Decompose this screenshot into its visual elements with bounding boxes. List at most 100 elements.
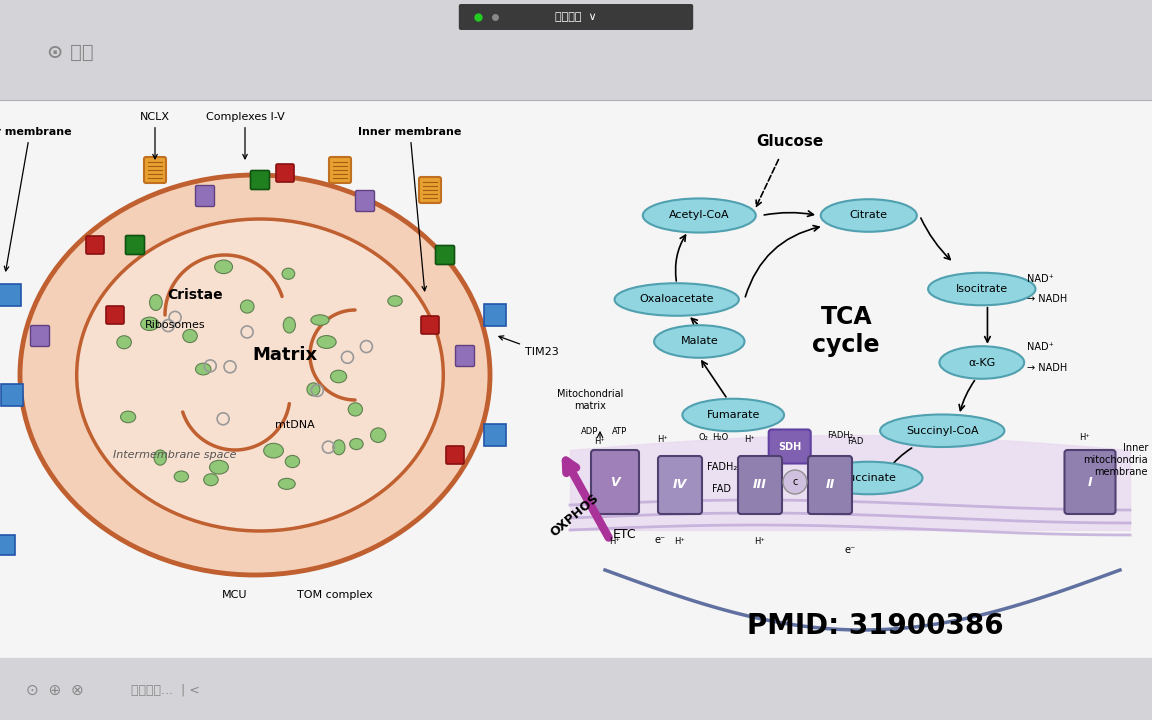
Text: ⊙ 千聊: ⊙ 千聊: [47, 42, 93, 61]
Text: Glucose: Glucose: [756, 135, 824, 150]
Ellipse shape: [306, 383, 320, 396]
Text: H⁺: H⁺: [755, 538, 765, 546]
Ellipse shape: [929, 273, 1036, 305]
Ellipse shape: [939, 346, 1024, 379]
Ellipse shape: [348, 402, 363, 416]
Ellipse shape: [643, 199, 756, 233]
Text: III: III: [753, 479, 767, 492]
Ellipse shape: [333, 440, 344, 455]
Bar: [0, 100, 1152, 660]
Ellipse shape: [388, 296, 402, 306]
Text: OXPHOS: OXPHOS: [548, 491, 601, 539]
Bar: [0, 0, 1152, 100]
Text: H⁺: H⁺: [744, 436, 756, 444]
Circle shape: [783, 470, 808, 494]
Text: ETC: ETC: [613, 528, 637, 541]
Text: H₂O: H₂O: [712, 433, 728, 443]
Text: Cristae: Cristae: [167, 288, 222, 302]
Ellipse shape: [196, 363, 211, 375]
FancyBboxPatch shape: [455, 346, 475, 366]
Text: H⁺: H⁺: [609, 538, 621, 546]
Text: TCA
cycle: TCA cycle: [812, 305, 880, 357]
Ellipse shape: [654, 325, 744, 358]
Text: Matrix: Matrix: [252, 346, 318, 364]
Ellipse shape: [150, 294, 162, 310]
FancyBboxPatch shape: [435, 246, 455, 264]
Text: Malate: Malate: [681, 336, 718, 346]
Text: er membrane: er membrane: [0, 127, 71, 271]
FancyBboxPatch shape: [591, 450, 639, 514]
Text: NCLX: NCLX: [141, 112, 170, 159]
FancyBboxPatch shape: [30, 325, 50, 346]
Text: PMID: 31900386: PMID: 31900386: [748, 613, 1003, 640]
Ellipse shape: [371, 428, 386, 442]
FancyBboxPatch shape: [420, 316, 439, 334]
Text: H⁺: H⁺: [1079, 433, 1091, 443]
Text: SDH: SDH: [778, 441, 802, 451]
Text: → NADH: → NADH: [1026, 294, 1067, 305]
Ellipse shape: [121, 411, 136, 423]
Text: Inner
mitochondria
membrane: Inner mitochondria membrane: [1083, 444, 1149, 477]
Text: 腾讯会议  ∨: 腾讯会议 ∨: [555, 12, 597, 22]
FancyBboxPatch shape: [808, 456, 852, 514]
Text: Ribosomes: Ribosomes: [145, 320, 205, 330]
Ellipse shape: [214, 260, 233, 274]
FancyBboxPatch shape: [1064, 450, 1115, 514]
FancyBboxPatch shape: [329, 157, 351, 183]
Text: e⁻: e⁻: [654, 535, 666, 545]
FancyBboxPatch shape: [196, 186, 214, 207]
Text: FAD: FAD: [712, 484, 732, 493]
Text: ⊙  ⊕  ⊗: ⊙ ⊕ ⊗: [26, 683, 84, 698]
FancyBboxPatch shape: [458, 4, 694, 30]
Text: Complexes I-V: Complexes I-V: [205, 112, 285, 159]
Text: ATP: ATP: [613, 428, 628, 436]
Text: H⁺: H⁺: [675, 538, 685, 546]
Ellipse shape: [141, 317, 159, 330]
Text: Inner membrane: Inner membrane: [358, 127, 462, 291]
Text: NAD⁺: NAD⁺: [1026, 274, 1054, 284]
FancyBboxPatch shape: [356, 191, 374, 212]
FancyBboxPatch shape: [276, 164, 294, 182]
Text: FAD: FAD: [847, 438, 863, 446]
Text: O₂: O₂: [698, 433, 708, 443]
FancyBboxPatch shape: [446, 446, 464, 464]
FancyBboxPatch shape: [106, 306, 124, 324]
Ellipse shape: [880, 415, 1005, 447]
Ellipse shape: [350, 438, 363, 449]
Text: → NADH: → NADH: [1026, 363, 1067, 373]
Ellipse shape: [241, 300, 255, 313]
Text: e⁻: e⁻: [844, 545, 856, 555]
Ellipse shape: [614, 283, 738, 316]
Bar: [0, 658, 1152, 720]
Text: IV: IV: [673, 479, 687, 492]
Ellipse shape: [154, 450, 167, 465]
Text: Isocitrate: Isocitrate: [956, 284, 1008, 294]
Text: mtDNA: mtDNA: [275, 420, 314, 430]
Text: II: II: [825, 479, 835, 492]
FancyBboxPatch shape: [126, 235, 144, 254]
Text: Succinate: Succinate: [841, 473, 896, 483]
Text: Oxaloacetate: Oxaloacetate: [639, 294, 714, 305]
Text: Acetyl-CoA: Acetyl-CoA: [669, 210, 729, 220]
Ellipse shape: [816, 462, 923, 494]
FancyBboxPatch shape: [250, 171, 270, 189]
FancyBboxPatch shape: [86, 236, 104, 254]
Text: Citrate: Citrate: [850, 210, 888, 220]
Ellipse shape: [283, 317, 295, 333]
FancyBboxPatch shape: [738, 456, 782, 514]
Ellipse shape: [116, 336, 131, 348]
Ellipse shape: [311, 315, 329, 325]
Ellipse shape: [317, 336, 336, 348]
Text: MCU: MCU: [222, 590, 248, 600]
Ellipse shape: [77, 219, 444, 531]
Ellipse shape: [183, 330, 197, 343]
Ellipse shape: [682, 399, 785, 431]
Text: 点点什么...  | <: 点点什么... | <: [130, 683, 199, 696]
Text: ADP: ADP: [582, 428, 599, 436]
Ellipse shape: [210, 460, 228, 474]
Text: H⁺: H⁺: [594, 438, 606, 446]
Ellipse shape: [174, 471, 189, 482]
FancyBboxPatch shape: [768, 430, 811, 464]
Text: NAD⁺: NAD⁺: [1026, 342, 1054, 352]
FancyBboxPatch shape: [658, 456, 702, 514]
